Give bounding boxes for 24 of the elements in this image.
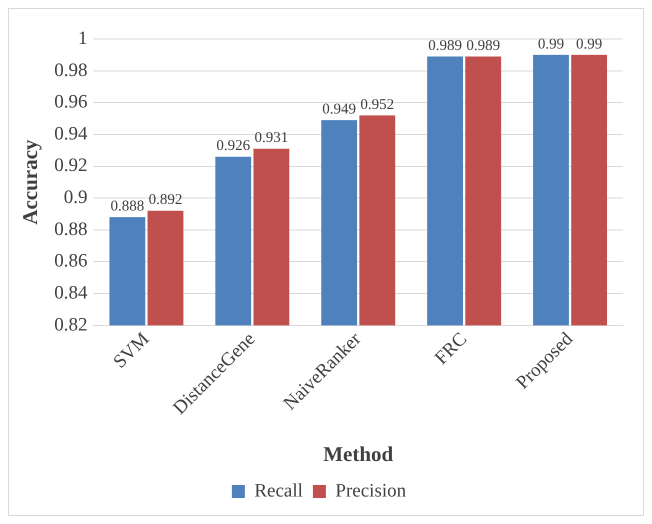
y-tick-label: 1 [78, 28, 88, 49]
legend-label: Recall [254, 480, 303, 502]
data-label: 0.931 [254, 130, 288, 146]
data-label: 0.99 [538, 36, 564, 52]
data-label: 0.888 [110, 198, 144, 215]
data-label: 0.949 [322, 102, 356, 118]
data-label: 0.989 [466, 38, 500, 54]
data-label: 0.952 [360, 96, 394, 113]
y-tick-label: 0.84 [54, 282, 88, 304]
y-tick-label: 0.88 [54, 218, 88, 240]
data-label: 0.892 [148, 192, 182, 208]
data-label: 0.926 [216, 138, 251, 154]
y-tick-label: 0.98 [54, 60, 88, 81]
y-tick-label: 0.9 [64, 187, 88, 208]
y-tick-label: 0.94 [54, 123, 88, 144]
data-label: 0.99 [576, 36, 602, 52]
y-tick-label: 0.82 [54, 314, 88, 336]
x-axis-title: Method [323, 442, 394, 466]
data-label: 0.989 [428, 38, 462, 54]
y-axis-title: Accuracy [18, 139, 42, 225]
y-tick-label: 0.86 [54, 250, 88, 272]
y-tick-label: 0.96 [54, 92, 88, 113]
y-tick-label: 0.92 [54, 155, 88, 176]
legend-label: Precision [335, 480, 407, 502]
